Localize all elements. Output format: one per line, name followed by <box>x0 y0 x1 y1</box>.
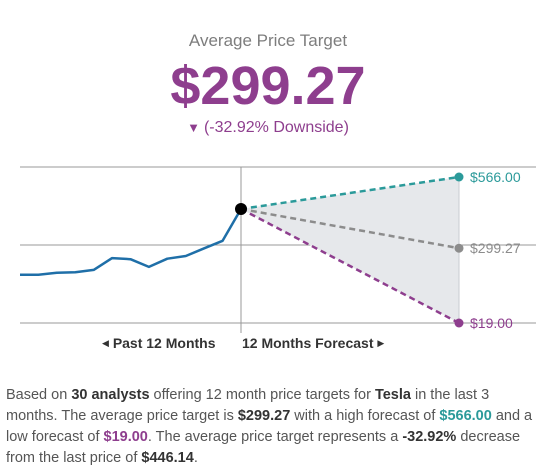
low-forecast-point <box>454 318 464 328</box>
average-forecast-point <box>454 243 464 253</box>
summary-average: $299.27 <box>237 408 291 424</box>
forecast-range-band <box>241 177 459 323</box>
current-price-marker <box>235 202 247 215</box>
low-forecast-label: $19.00 <box>470 315 513 331</box>
caret-right-icon: ▶ <box>377 338 385 348</box>
past-12-months-label[interactable]: ◀ Past 12 Months <box>102 335 216 351</box>
down-arrow-icon: ▼ <box>187 120 200 135</box>
price-target-chart: $566.00 $299.27 $19.00 <box>20 166 536 333</box>
high-forecast-line <box>240 175 460 211</box>
high-forecast-label: $566.00 <box>470 169 521 185</box>
analyst-count: 30 analysts <box>71 387 150 403</box>
low-forecast-line <box>240 207 460 325</box>
downside-indicator: ▼ (-32.92% Downside) <box>0 119 536 137</box>
summary-high: $566.00 <box>439 408 492 424</box>
price-history-line <box>20 208 243 276</box>
average-forecast-line <box>240 207 460 250</box>
page-title: Average Price Target <box>188 31 348 50</box>
company-name: Tesla <box>374 387 411 403</box>
average-price-target-value: $299.27 <box>170 56 366 116</box>
caret-left-icon: ◀ <box>102 338 109 348</box>
summary-low: $19.00 <box>103 429 148 445</box>
summary-last-price: $446.14 <box>141 450 194 466</box>
summary-text: Based on 30 analysts offering 12 month p… <box>6 387 533 466</box>
high-forecast-point <box>454 172 464 182</box>
summary-percent: -32.92% <box>402 429 457 445</box>
downside-text: (-32.92% Downside) <box>203 119 349 136</box>
forecast-12-months-label[interactable]: 12 Months Forecast ▶ <box>242 335 385 351</box>
average-forecast-label: $299.27 <box>470 240 521 256</box>
